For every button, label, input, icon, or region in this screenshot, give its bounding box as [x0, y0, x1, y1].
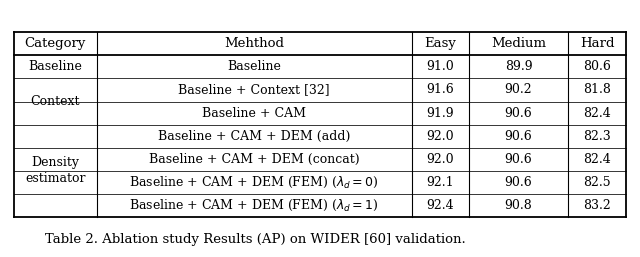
Text: Density
estimator: Density estimator	[25, 157, 86, 185]
Text: 82.5: 82.5	[583, 176, 611, 189]
Text: 90.6: 90.6	[505, 107, 532, 120]
Text: Context: Context	[31, 95, 80, 108]
Text: 90.6: 90.6	[505, 176, 532, 189]
Text: 92.4: 92.4	[426, 199, 454, 212]
Text: Baseline: Baseline	[28, 60, 83, 73]
Text: 91.9: 91.9	[426, 107, 454, 120]
Text: Hard: Hard	[580, 37, 614, 50]
Text: 82.3: 82.3	[583, 130, 611, 143]
Text: Baseline + CAM + DEM (FEM) ($\lambda_d = 1$): Baseline + CAM + DEM (FEM) ($\lambda_d =…	[129, 198, 379, 213]
Text: 90.8: 90.8	[505, 199, 532, 212]
Text: Baseline + Context [32]: Baseline + Context [32]	[179, 84, 330, 96]
Text: 82.4: 82.4	[583, 153, 611, 166]
Text: 83.2: 83.2	[583, 199, 611, 212]
Text: Baseline + CAM + DEM (add): Baseline + CAM + DEM (add)	[158, 130, 351, 143]
Text: Table 2. Ablation study Results (AP) on WIDER [60] validation.: Table 2. Ablation study Results (AP) on …	[45, 233, 465, 245]
Text: 92.1: 92.1	[426, 176, 454, 189]
Text: 90.6: 90.6	[505, 130, 532, 143]
Text: Medium: Medium	[491, 37, 546, 50]
Text: 91.0: 91.0	[426, 60, 454, 73]
Text: 82.4: 82.4	[583, 107, 611, 120]
Text: 92.0: 92.0	[426, 130, 454, 143]
Text: Baseline: Baseline	[227, 60, 281, 73]
Text: Baseline + CAM + DEM (FEM) ($\lambda_d = 0$): Baseline + CAM + DEM (FEM) ($\lambda_d =…	[129, 175, 379, 190]
Text: 80.6: 80.6	[583, 60, 611, 73]
Text: 90.2: 90.2	[505, 84, 532, 96]
Text: Baseline + CAM: Baseline + CAM	[202, 107, 306, 120]
Text: 89.9: 89.9	[505, 60, 532, 73]
Text: Easy: Easy	[424, 37, 456, 50]
Text: Mehthod: Mehthod	[224, 37, 284, 50]
Text: Category: Category	[25, 37, 86, 50]
Text: Baseline + CAM + DEM (concat): Baseline + CAM + DEM (concat)	[149, 153, 360, 166]
Text: 81.8: 81.8	[583, 84, 611, 96]
Text: 92.0: 92.0	[426, 153, 454, 166]
Text: 91.6: 91.6	[426, 84, 454, 96]
Text: 90.6: 90.6	[505, 153, 532, 166]
